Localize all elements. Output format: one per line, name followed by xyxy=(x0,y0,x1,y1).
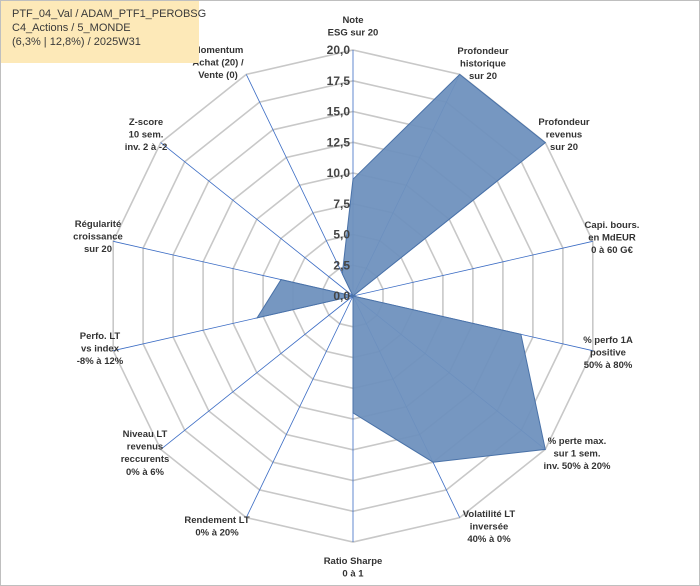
series-layer xyxy=(256,73,547,463)
axis-label-line: 50% à 80% xyxy=(584,360,633,371)
axis-label: Note ESG sur 20 xyxy=(328,15,379,39)
axis-label-line: 0 à 1 xyxy=(342,569,364,580)
radial-tick-label: 0,0 xyxy=(333,289,350,303)
axis-spoke xyxy=(245,74,354,297)
axis-label-line: vs index xyxy=(81,344,120,355)
axis-label: Z-score 10 sem. inv. 2 à -2 xyxy=(125,117,168,153)
axis-label: Niveau LT revenus reccurents 0% à 6% xyxy=(121,429,170,478)
axis-label-line: Profondeur xyxy=(457,46,508,57)
axis-label-line: revenus xyxy=(127,442,163,453)
asset-class: C4_Actions / 5_MONDE xyxy=(12,22,131,34)
axis-label-line: inv. 50% à 20% xyxy=(544,461,611,472)
axis-label-line: sur 1 sem. xyxy=(554,449,601,460)
axis-label-line: Niveau LT xyxy=(123,429,168,440)
axis-label-line: 0% à 20% xyxy=(195,528,239,539)
axis-label-line: Ratio Sharpe xyxy=(324,556,383,567)
axis-label: Perfo. LT vs index -8% à 12% xyxy=(77,331,124,367)
radial-tick-label: 17,5 xyxy=(327,74,351,88)
axis-label-line: Profondeur xyxy=(538,117,589,128)
axis-label-line: revenus xyxy=(546,130,582,141)
axis-label-line: reccurents xyxy=(121,454,170,465)
axis-label-line: Régularité xyxy=(75,219,121,230)
axis-spoke xyxy=(245,295,354,518)
axis-label-line: en MdEUR xyxy=(588,233,636,244)
axis-label-line: 40% à 0% xyxy=(467,534,511,545)
radial-tick-label: 5,0 xyxy=(333,228,350,242)
axis-label: Volatilité LT inversée 40% à 0% xyxy=(463,509,516,545)
axis-spoke xyxy=(352,240,593,297)
series-area xyxy=(256,73,547,463)
axis-label-line: 0 à 60 G€ xyxy=(591,245,633,256)
axis-label-line: sur 20 xyxy=(550,142,578,153)
axis-label: Capi. bours. en MdEUR 0 à 60 G€ xyxy=(585,220,640,256)
axis-label-line: 0% à 6% xyxy=(126,467,165,478)
axis-label-line: 10 sem. xyxy=(129,130,164,141)
axis-label-line: croissance xyxy=(73,232,123,243)
radial-tick-label: 12,5 xyxy=(327,135,351,149)
axis-spoke xyxy=(160,295,354,450)
axis-label-line: Z-score xyxy=(129,117,163,128)
axis-label-line: sur 20 xyxy=(469,71,497,82)
axis-label-line: Vente (0) xyxy=(198,70,238,81)
radial-tick-label: 15,0 xyxy=(327,105,351,119)
axis-label-line: sur 20 xyxy=(84,244,112,255)
axis-label-line: Perfo. LT xyxy=(80,331,121,342)
axis-label-line: positive xyxy=(590,348,626,359)
axis-label-line: ESG sur 20 xyxy=(328,28,379,39)
axis-label-line: Rendement LT xyxy=(184,515,249,526)
portfolio-info-box: PTF_04_Val / ADAM_PTF1_PEROBSG C4_Action… xyxy=(1,1,207,63)
radial-tick-label: 2,5 xyxy=(333,258,350,272)
ticks-layer: 0,0 2,5 5,0 7,5 10,0 12,5 15,0 17,5 20,0 xyxy=(327,43,351,303)
axis-label-line: historique xyxy=(460,59,506,70)
axis-label-line: inv. 2 à -2 xyxy=(125,142,168,153)
axis-label-line: inversée xyxy=(470,522,509,533)
axis-label: Ratio Sharpe 0 à 1 xyxy=(324,556,383,580)
radial-tick-label: 7,5 xyxy=(333,197,350,211)
axis-label-line: Momentum xyxy=(193,45,244,56)
portfolio-name: PTF_04_Val / ADAM_PTF1_PEROBSG xyxy=(12,8,207,20)
axis-label: % perfo 1A positive 50% à 80% xyxy=(583,335,633,371)
axis-label: Régularité croissance sur 20 xyxy=(73,219,123,255)
performance-period: (6,3% | 12,8%) / 2025W31 xyxy=(12,36,141,48)
axis-label-line: % perte max. xyxy=(548,436,607,447)
axis-label: Momentum Achat (20) / Vente (0) xyxy=(192,45,244,81)
axis-label-line: Capi. bours. xyxy=(585,220,640,231)
axis-label-line: -8% à 12% xyxy=(77,356,124,367)
axis-label-line: Note xyxy=(342,15,363,26)
axis-label: % perte max. sur 1 sem. inv. 50% à 20% xyxy=(544,436,611,472)
radial-tick-label: 20,0 xyxy=(327,43,351,57)
axis-label: Profondeur historique sur 20 xyxy=(457,46,508,82)
axis-label-line: % perfo 1A xyxy=(583,335,633,346)
axis-label: Rendement LT 0% à 20% xyxy=(184,515,249,539)
axis-label-line: Volatilité LT xyxy=(463,509,516,520)
axis-label-line: Achat (20) / xyxy=(192,58,244,69)
radial-tick-label: 10,0 xyxy=(327,166,351,180)
axis-spoke xyxy=(160,142,354,297)
axis-label: Profondeur revenus sur 20 xyxy=(538,117,589,153)
